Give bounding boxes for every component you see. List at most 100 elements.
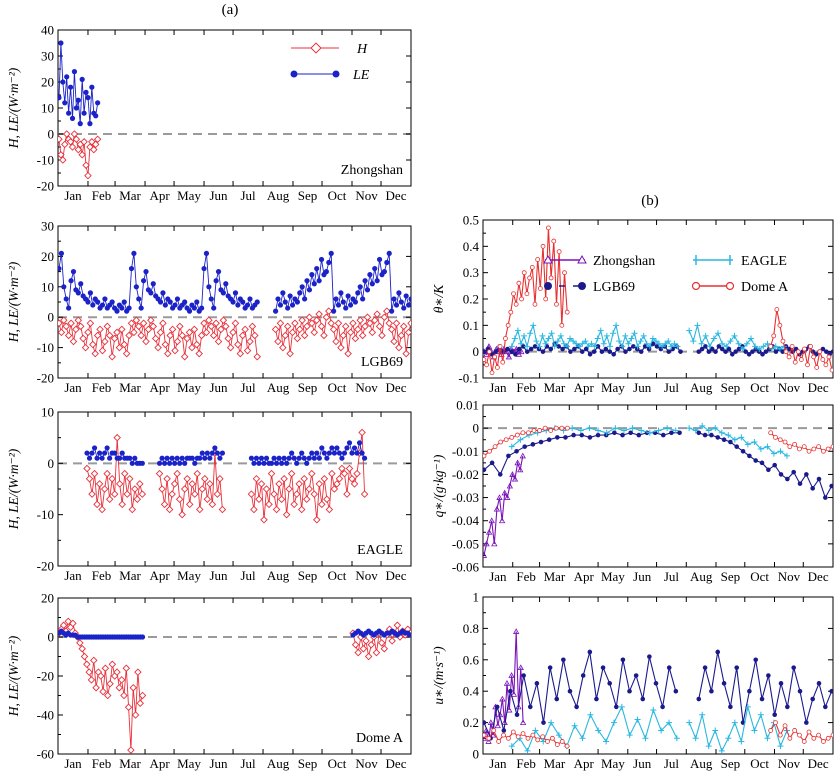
- data-point: [515, 734, 521, 740]
- data-point: [301, 455, 307, 461]
- data-point: [384, 259, 390, 266]
- data-point: [110, 490, 119, 498]
- data-point: [276, 455, 282, 461]
- data-point: [234, 340, 242, 349]
- data-point: [120, 340, 128, 349]
- data-point: [535, 737, 541, 743]
- data-point: [190, 325, 199, 334]
- legend-marker: [725, 281, 735, 291]
- y-tick-label: 0.4: [463, 684, 480, 699]
- data-point: [564, 309, 570, 315]
- data-point: [498, 517, 506, 524]
- data-point: [564, 343, 570, 350]
- data-point: [658, 727, 665, 734]
- data-point: [193, 469, 202, 478]
- data-point: [331, 450, 338, 456]
- data-point: [160, 290, 166, 296]
- data-point: [782, 439, 788, 445]
- data-point: [188, 343, 196, 352]
- data-point: [306, 455, 312, 461]
- data-point: [594, 335, 601, 342]
- data-point: [638, 349, 644, 354]
- data-point: [677, 430, 682, 436]
- data-point: [397, 331, 406, 340]
- y-tick-label: -0.05: [452, 536, 479, 551]
- data-point: [660, 432, 666, 438]
- data-point: [149, 322, 158, 331]
- data-point: [283, 322, 292, 331]
- data-point: [147, 316, 155, 324]
- data-point: [591, 343, 598, 350]
- data-point: [160, 500, 169, 509]
- data-point: [385, 319, 393, 328]
- data-point: [659, 343, 666, 350]
- data-point: [99, 687, 107, 696]
- data-point: [253, 455, 260, 461]
- data-point: [118, 500, 126, 509]
- data-point: [571, 432, 576, 438]
- data-point: [150, 281, 156, 287]
- data-point: [568, 349, 573, 354]
- data-point: [339, 331, 348, 340]
- data-point: [696, 696, 702, 702]
- data-point: [519, 719, 527, 725]
- data-point: [538, 439, 544, 445]
- data-point: [194, 299, 200, 305]
- data-point: [89, 84, 95, 90]
- data-point: [494, 365, 500, 370]
- data-point: [337, 343, 345, 352]
- x-tick-label: Feb: [516, 569, 536, 584]
- data-point: [631, 330, 638, 337]
- data-point: [377, 639, 386, 647]
- data-point: [730, 352, 735, 357]
- data-point: [334, 445, 340, 451]
- data-point: [364, 652, 373, 661]
- data-point: [341, 322, 350, 331]
- x-tick-label: Jun: [633, 569, 652, 584]
- series-line-lgb69: [698, 651, 833, 723]
- data-point: [72, 325, 80, 334]
- x-tick-label: Nov: [778, 569, 801, 584]
- data-point: [82, 161, 90, 169]
- data-point: [348, 474, 356, 483]
- data-point: [508, 743, 515, 750]
- data-point: [59, 621, 68, 630]
- data-point: [792, 359, 798, 365]
- data-point: [343, 305, 349, 311]
- data-point: [764, 340, 771, 347]
- data-point: [247, 296, 253, 302]
- data-point: [286, 349, 294, 358]
- data-point: [506, 706, 513, 713]
- data-point: [603, 738, 610, 745]
- data-point: [313, 516, 321, 524]
- data-point: [166, 331, 174, 340]
- data-point: [358, 428, 366, 437]
- data-point: [600, 340, 607, 347]
- data-point: [373, 310, 381, 318]
- y-axis-label: θ∗/K: [431, 284, 446, 314]
- data-point: [86, 455, 93, 461]
- data-point: [699, 711, 706, 718]
- data-point: [159, 319, 167, 328]
- data-point: [607, 681, 612, 686]
- data-point: [136, 480, 144, 488]
- data-point: [299, 284, 305, 290]
- data-point: [278, 460, 285, 466]
- data-point: [509, 434, 515, 440]
- data-point: [101, 337, 109, 346]
- data-point: [498, 439, 504, 445]
- x-tick-label: Mar: [119, 188, 141, 203]
- data-point: [399, 322, 408, 331]
- data-point: [319, 445, 325, 451]
- x-tick-label: Sep: [298, 568, 318, 583]
- data-point: [512, 628, 520, 634]
- x-tick-label: Dec: [386, 756, 407, 771]
- data-point: [257, 480, 266, 488]
- x-tick-label: Apr: [574, 756, 595, 771]
- data-point: [251, 331, 259, 340]
- data-point: [281, 455, 287, 461]
- data-point: [696, 430, 702, 436]
- data-point: [231, 319, 240, 328]
- data-point: [209, 331, 218, 340]
- data-point: [282, 299, 288, 305]
